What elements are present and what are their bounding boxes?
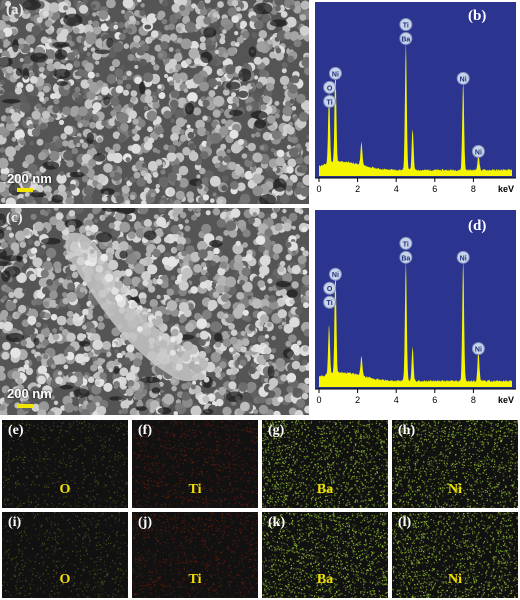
eds-plot-b: 0 2 4 6 8 keV Ni O Ti Ti Ba Ni Ni: [315, 2, 516, 194]
x-axis-unit: keV: [498, 395, 514, 405]
spectrum-series: [319, 39, 512, 176]
map-texture-h: [392, 420, 518, 508]
sem-texture-a: [0, 0, 309, 204]
x-tick-label: 6: [432, 184, 437, 194]
peak-marker: [328, 267, 342, 281]
peak-marker: [328, 66, 342, 80]
peak-marker: [323, 94, 337, 108]
x-tick-label: 8: [471, 395, 476, 405]
x-axis-unit: keV: [498, 184, 514, 194]
element-label-j: Ti: [188, 572, 202, 587]
map-e: (e) O: [2, 420, 128, 508]
x-tick-label: 2: [355, 184, 360, 194]
peak-label: Ni: [475, 347, 482, 354]
x-tick-label: 4: [394, 184, 399, 194]
peak-label: O: [327, 286, 333, 293]
peak-marker: [471, 342, 485, 356]
peak-marker: [399, 18, 413, 32]
map-h: (h) Ni: [392, 420, 518, 508]
scale-bar-c: [17, 404, 33, 408]
element-label-g: Ba: [316, 482, 334, 497]
map-i: (i) O: [2, 512, 128, 598]
map-texture-l: [392, 512, 518, 598]
eds-plot-area: [315, 2, 516, 178]
map-texture-e: [2, 420, 128, 508]
peak-marker: [323, 80, 337, 94]
element-label-l: Ni: [448, 572, 462, 587]
peak-label: Ni: [332, 71, 339, 78]
map-f: (f) Ti: [132, 420, 258, 508]
peak-marker: [399, 250, 413, 264]
x-tick-label: 8: [471, 184, 476, 194]
panel-label-l: (l): [398, 515, 412, 530]
panel-label-d: (d): [468, 218, 487, 234]
eds-spectrum-d: 0 2 4 6 8 keV Ni O Ti Ti Ba Ni Ni (d): [313, 208, 520, 415]
peak-marker: [399, 32, 413, 46]
peak-label: O: [327, 85, 333, 92]
peak-label: Ni: [475, 149, 482, 156]
map-texture-g: [262, 420, 388, 508]
peak-label: Ba: [401, 255, 410, 262]
peak-label: Ti: [403, 241, 409, 248]
panel-label-a: (a): [6, 2, 24, 18]
panel-label-e: (e): [8, 423, 24, 438]
sem-image-a: (a) 200 nm: [0, 0, 309, 204]
element-label-f: Ti: [188, 482, 202, 497]
panel-label-i: (i): [8, 515, 22, 530]
panel-label-c: (c): [6, 210, 23, 226]
map-j: (j) Ti: [132, 512, 258, 598]
peak-marker: [456, 250, 470, 264]
eds-plot-area: [315, 210, 516, 389]
sem-image-c: (c) 200 nm: [0, 208, 309, 415]
map-g: (g) Ba: [262, 420, 388, 508]
peak-marker: [399, 236, 413, 250]
panel-label-b: (b): [468, 8, 487, 24]
peak-label: Ni: [460, 255, 467, 262]
element-label-i: O: [59, 572, 71, 587]
peak-marker: [323, 281, 337, 295]
scale-bar-a: [17, 188, 33, 192]
element-label-e: O: [59, 482, 71, 497]
peak-label: Ni: [460, 76, 467, 83]
panel-label-g: (g): [268, 423, 285, 438]
panel-label-k: (k): [268, 515, 286, 530]
x-tick-label: 6: [432, 395, 437, 405]
map-l: (l) Ni: [392, 512, 518, 598]
peak-label: Ti: [327, 300, 333, 307]
panel-label-h: (h): [398, 423, 416, 438]
spectrum-series: [319, 258, 512, 387]
x-tick-label: 4: [394, 395, 399, 405]
map-texture-i: [2, 512, 128, 598]
map-texture-k: [262, 512, 388, 598]
x-tick-label: 2: [355, 395, 360, 405]
peak-label: Ti: [327, 99, 333, 106]
map-texture-j: [132, 512, 258, 598]
peak-label: Ba: [401, 37, 410, 44]
map-texture-f: [132, 420, 258, 508]
sem-texture-c: [0, 208, 309, 415]
scale-text-c: 200 nm: [7, 386, 52, 401]
x-tick-label: 0: [316, 395, 321, 405]
map-k: (k) Ba: [262, 512, 388, 598]
panel-label-f: (f): [138, 423, 152, 438]
x-tick-label: 0: [316, 184, 321, 194]
peak-label: Ni: [332, 272, 339, 279]
peak-marker: [323, 295, 337, 309]
peak-label: Ti: [403, 23, 409, 30]
panel-label-j: (j): [138, 515, 152, 530]
element-label-h: Ni: [448, 482, 462, 497]
peak-marker: [456, 71, 470, 85]
eds-spectrum-b: 0 2 4 6 8 keV Ni O Ti Ti Ba Ni Ni (b): [313, 0, 520, 204]
scale-text-a: 200 nm: [7, 171, 52, 186]
eds-plot-d: 0 2 4 6 8 keV Ni O Ti Ti Ba Ni Ni: [315, 210, 516, 405]
peak-marker: [471, 144, 485, 158]
element-label-k: Ba: [316, 572, 334, 587]
